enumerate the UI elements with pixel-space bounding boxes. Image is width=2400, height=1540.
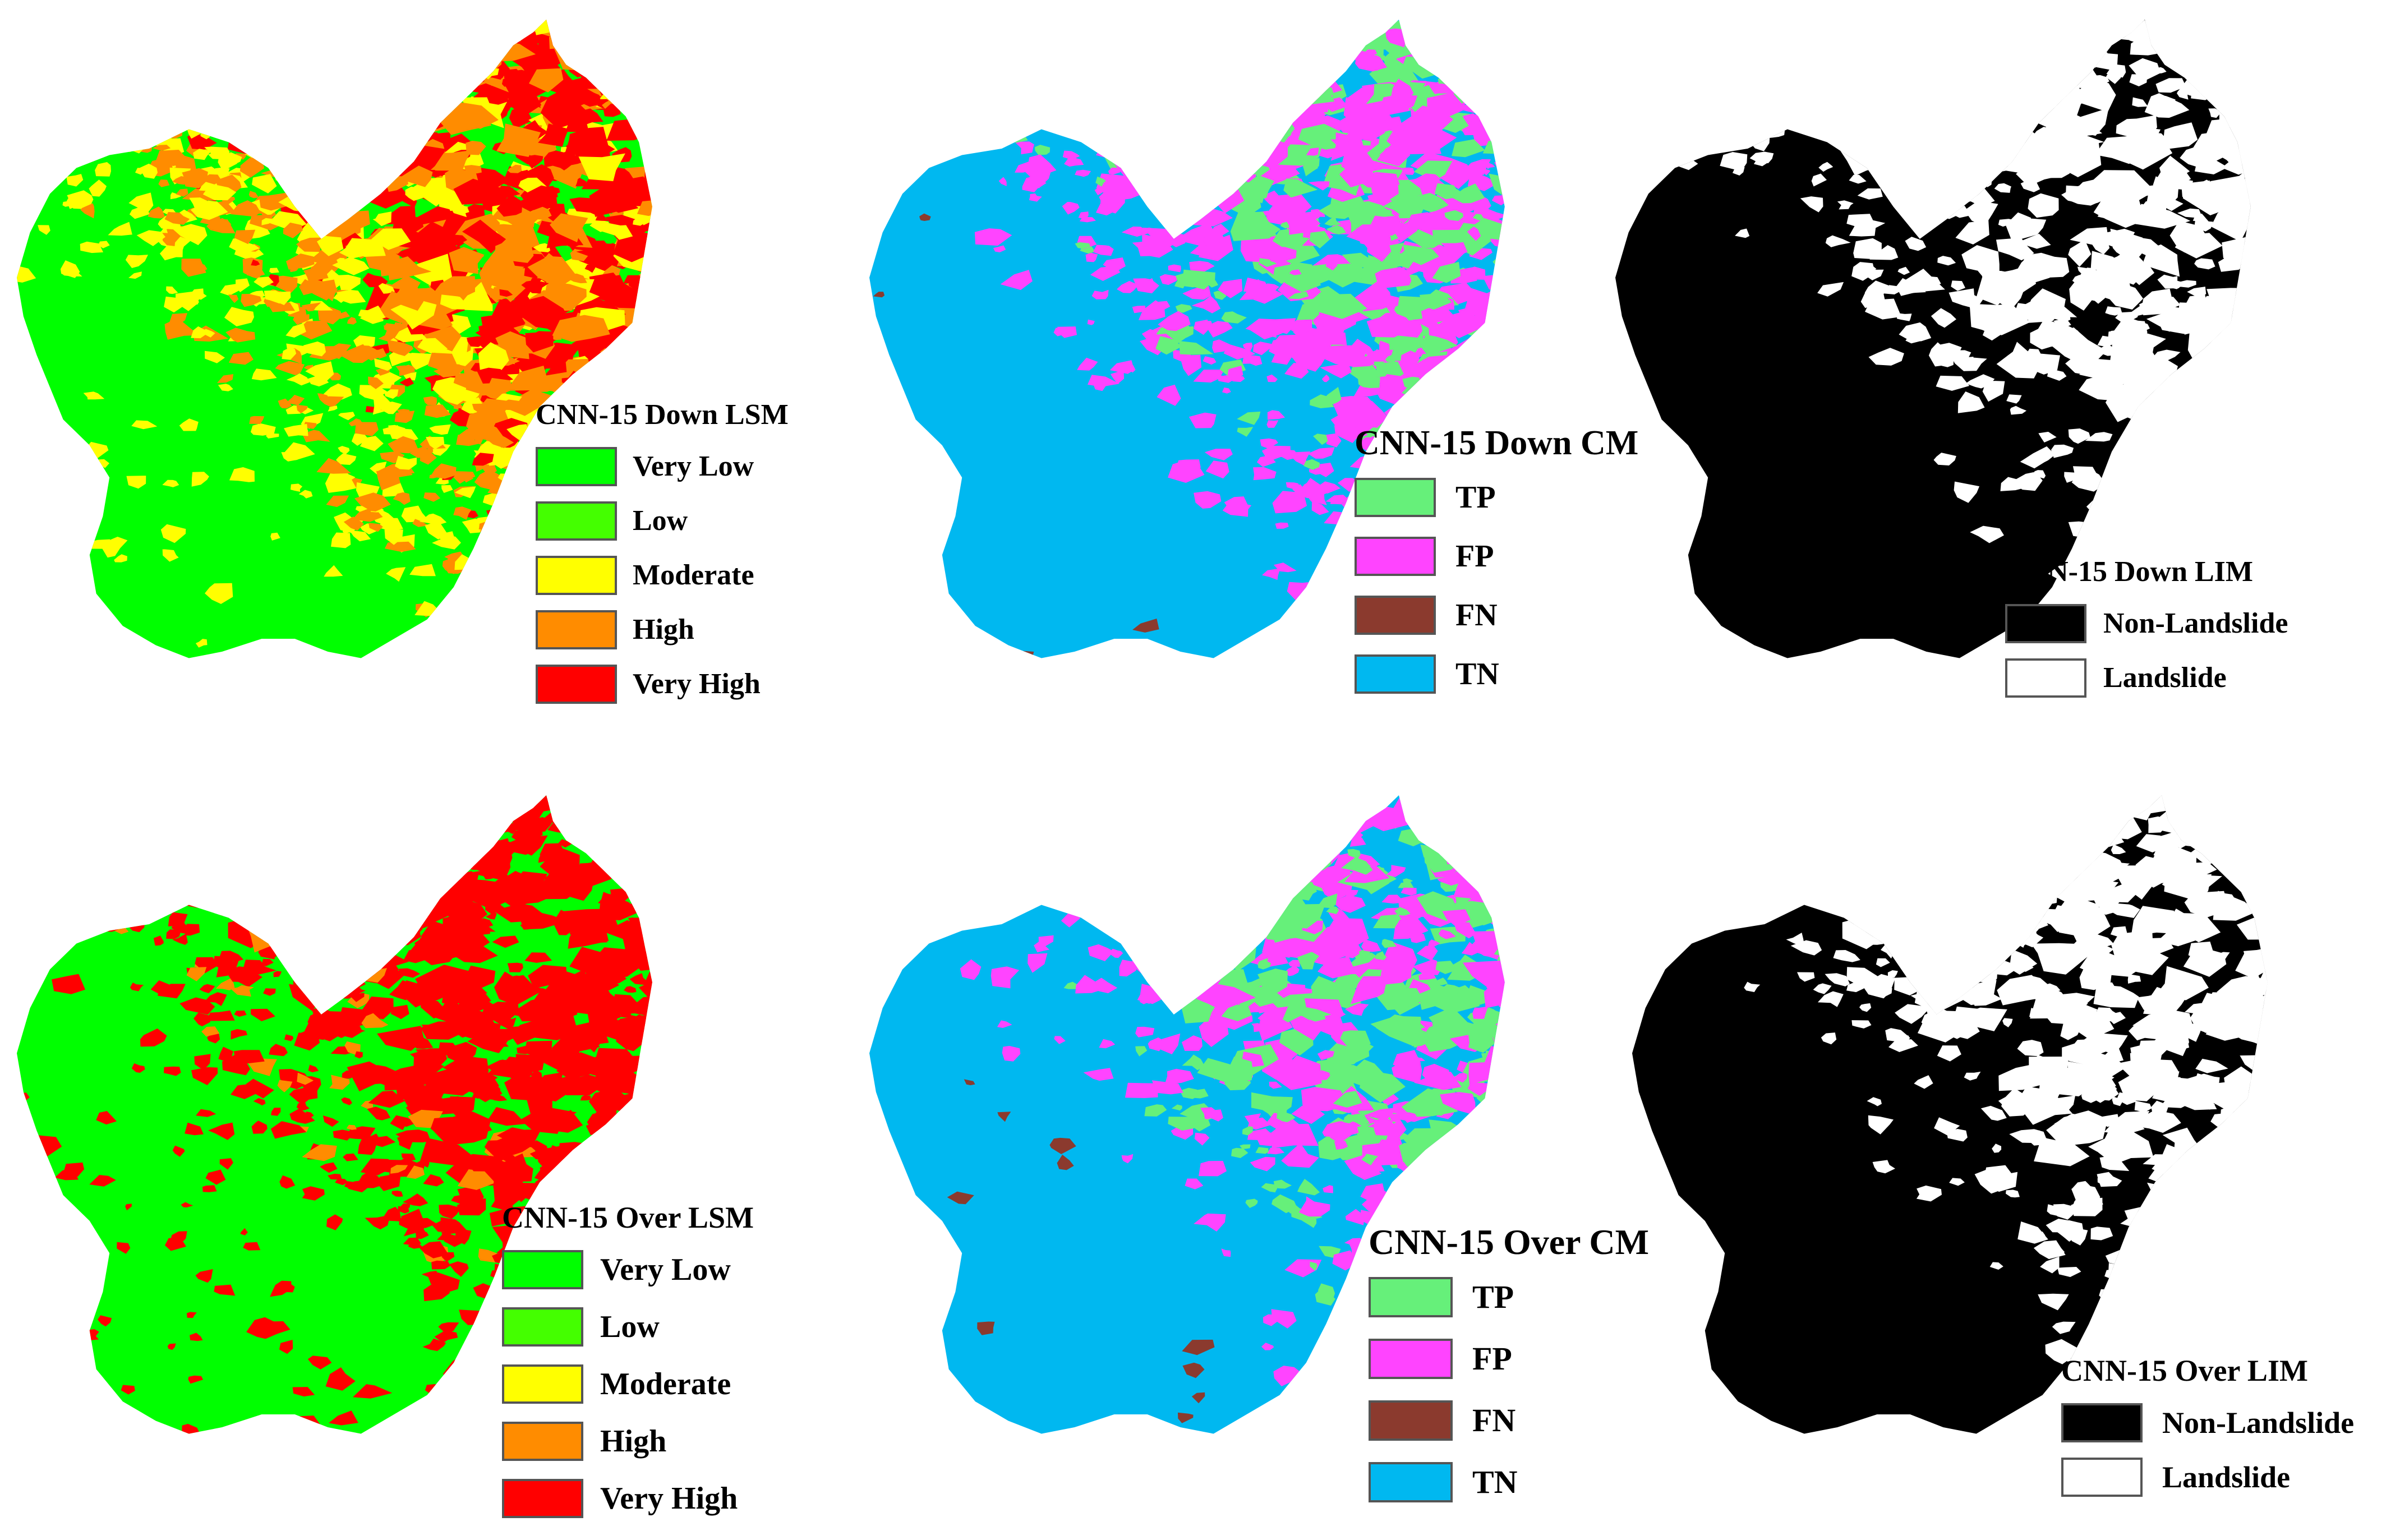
legend-swatch — [536, 610, 617, 649]
legend-item-label: Moderate — [600, 1367, 731, 1401]
legend-swatch — [1355, 654, 1436, 694]
legend-item-label: Moderate — [633, 559, 754, 591]
legend-swatch — [536, 501, 617, 541]
legend-item-label: Landslide — [2103, 662, 2227, 694]
legend-title: CNN-15 Over CM — [1369, 1222, 1650, 1262]
legend-item-label: Low — [600, 1310, 660, 1344]
map-panel-cnn15-over-lsm: CNN-15 Over LSM Very Low Low Moderate High Ve… — [0, 770, 785, 1540]
map-panel-cnn15-down-cm: CNN-15 Down CM TP FP FN TN — [785, 0, 1638, 770]
legend-swatch — [502, 1479, 583, 1518]
legend-swatch — [1369, 1277, 1453, 1317]
legend-swatch — [502, 1307, 583, 1347]
map-panel-cnn15-over-cm: CNN-15 Over CM TP FP FN TN — [785, 770, 1649, 1540]
legend-swatch — [536, 665, 617, 704]
legend-swatch — [1355, 537, 1436, 576]
legend-item-label: TN — [1455, 657, 1499, 691]
legend-swatch — [1369, 1400, 1453, 1441]
inventory-map-over — [1632, 795, 2268, 1434]
legend-item-label: Very High — [600, 1481, 738, 1516]
legend-item-label: Very High — [633, 668, 761, 700]
legend-item-label: Very Low — [600, 1252, 731, 1287]
legend-item-label: Very Low — [633, 450, 754, 482]
confusion-map-down — [869, 20, 1505, 658]
legend-swatch — [1369, 1339, 1453, 1379]
map-panel-cnn15-over-lim: CNN-15 Over LIM Non-Landslide Landslide — [1615, 770, 2400, 1540]
legend-swatch — [2005, 604, 2086, 643]
confusion-map-over — [869, 795, 1505, 1434]
legend-item-label: FN — [1455, 598, 1498, 633]
map-panel-cnn15-down-lim: CNN-15 Down LIM Non-Landslide Landslide — [1615, 0, 2400, 770]
legend-swatch — [502, 1250, 583, 1289]
legend-item-label: Landslide — [2162, 1460, 2291, 1494]
legend-item-label: High — [633, 614, 694, 645]
legend-swatch — [536, 556, 617, 595]
legend-swatch — [2061, 1458, 2143, 1497]
legend-item-label: TP — [1455, 480, 1496, 515]
legend-swatch — [2061, 1403, 2143, 1442]
legend-swatch — [1355, 478, 1436, 517]
legend-swatch — [536, 447, 617, 486]
legend-title: CNN-15 Over LIM — [2061, 1354, 2308, 1387]
legend-item-label: Non-Landslide — [2103, 607, 2288, 639]
legend-title: CNN-15 Down CM — [1355, 424, 1639, 462]
susceptibility-map-down — [17, 20, 652, 658]
map-panel-cnn15-down-lsm: CNN-15 Down LSM Very Low Low Moderate High Ve… — [0, 0, 789, 770]
legend-title: CNN-15 Down LSM — [536, 399, 789, 431]
legend-item-label: Non-Landslide — [2162, 1406, 2355, 1440]
legend-title: CNN-15 Down LIM — [2005, 556, 2253, 588]
legend-item-label: FP — [1472, 1340, 1512, 1377]
susceptibility-map-over — [17, 795, 652, 1434]
legend-item-label: High — [600, 1424, 667, 1459]
legend-swatch — [502, 1364, 583, 1404]
legend-item-label: TP — [1472, 1279, 1514, 1315]
legend-swatch — [502, 1422, 583, 1461]
basin-outline — [1615, 20, 2251, 658]
inventory-map-down — [1615, 20, 2251, 658]
legend-swatch — [2005, 658, 2086, 698]
legend-item-label: FP — [1455, 539, 1494, 574]
legend-swatch — [1369, 1462, 1453, 1502]
legend-swatch — [1355, 596, 1436, 635]
legend-item-label: FN — [1472, 1402, 1516, 1438]
legend-title: CNN-15 Over LSM — [502, 1201, 754, 1234]
legend-item-label: TN — [1472, 1464, 1518, 1500]
legend-item-label: Low — [633, 505, 688, 537]
